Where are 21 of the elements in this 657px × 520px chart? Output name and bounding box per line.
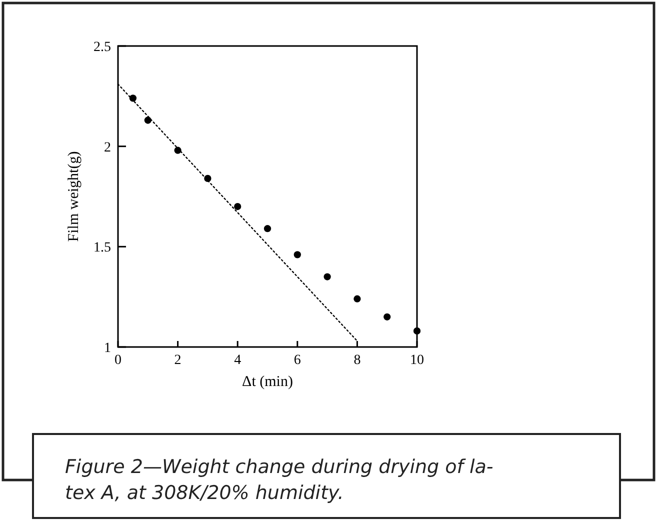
y-tick-label: 2.5 [94, 40, 111, 55]
x-tick-label: 2 [174, 353, 182, 368]
y-tick-label: 1 [104, 341, 111, 356]
x-tick-label: 6 [294, 353, 301, 368]
point [234, 202, 242, 210]
point [413, 327, 421, 335]
y-tick-label: 2 [104, 140, 111, 156]
point [384, 313, 391, 320]
caption: Figure 2—Weight change during drying of la- [65, 456, 494, 478]
point [354, 295, 361, 302]
x-tick-label: 4 [234, 353, 242, 368]
point [324, 273, 331, 280]
x-tick-label: 8 [354, 353, 361, 368]
point [264, 225, 272, 232]
text: tex A, at 308K/20% humidity. [65, 482, 344, 504]
point [294, 251, 301, 258]
x-axis-title: Δt (min) [242, 374, 293, 390]
y-axis-title: Film weight(g) [66, 151, 82, 242]
x-tick-label: 0 [114, 353, 122, 368]
x-tick-label: 10 [410, 353, 424, 368]
y-tick-label: 1.5 [94, 240, 111, 256]
